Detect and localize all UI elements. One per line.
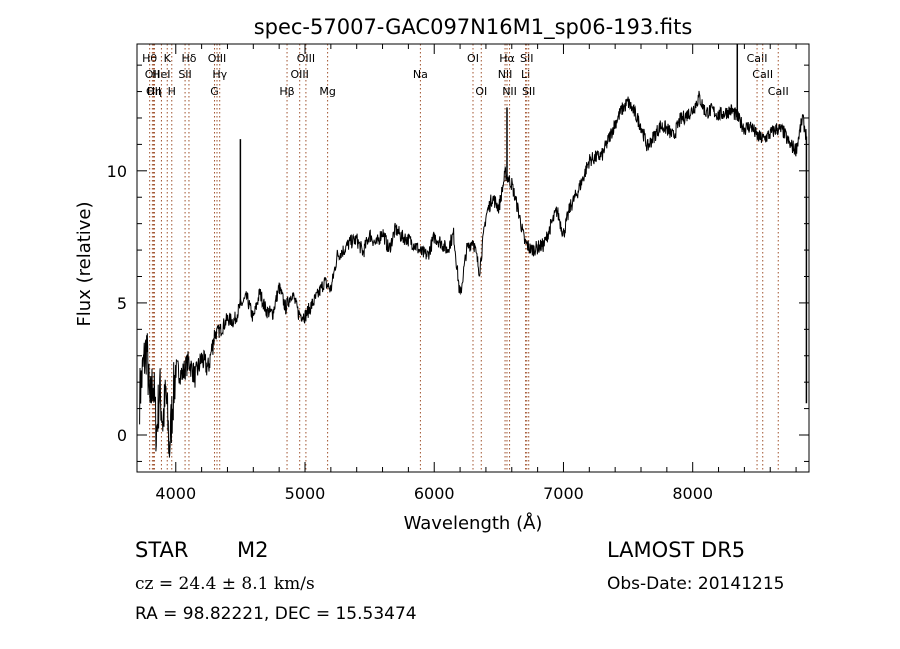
line-label: Na (413, 68, 428, 81)
line-label: Hη (147, 85, 162, 98)
ra-dec-readout: RA = 98.82221, DEC = 15.53474 (135, 604, 417, 624)
line-label: CaII (747, 52, 768, 65)
line-label: Mg (319, 85, 335, 98)
x-axis-label: Wavelength (Å) (404, 512, 543, 534)
velocity-readout: cz = 24.4 ± 8.1 km/s (135, 574, 315, 594)
line-label: CaII (752, 68, 773, 81)
line-label: OIII (297, 52, 315, 65)
y-tick-label: 10 (107, 162, 127, 181)
line-label: Hα (499, 52, 515, 65)
line-label: G (210, 85, 219, 98)
line-label: OII (145, 68, 160, 81)
line-label: SII (522, 85, 535, 98)
line-label: Hδ (181, 52, 196, 65)
line-label: K (164, 52, 172, 65)
line-label: Hγ (212, 68, 227, 81)
chart-title: spec-57007-GAC097N16M1_sp06-193.fits (254, 15, 693, 40)
obs-date: Obs-Date: 20141215 (607, 574, 785, 594)
y-tick-label: 5 (117, 294, 127, 313)
object-class: STAR (135, 538, 189, 562)
x-tick-label: 8000 (672, 484, 713, 503)
line-label: OIII (291, 68, 309, 81)
line-label: NII (498, 68, 513, 81)
line-label: OII (146, 85, 161, 98)
line-label: NII (502, 85, 517, 98)
line-label: CaII (768, 85, 789, 98)
plot-frame (136, 43, 810, 473)
line-label: OIII (208, 52, 226, 65)
line-label: Hβ (279, 85, 294, 98)
y-axis-label: Flux (relative) (74, 201, 95, 326)
line-label: Hθ (142, 52, 157, 65)
line-label: SII (178, 68, 191, 81)
object-subclass: M2 (237, 538, 269, 562)
spectrum-series (139, 44, 808, 458)
y-tick-label: 0 (117, 426, 127, 445)
x-tick-label: 5000 (285, 484, 326, 503)
line-label: Li (521, 68, 530, 81)
x-tick-label: 6000 (414, 484, 455, 503)
line-label: OI (475, 85, 487, 98)
line-label: H (168, 85, 176, 98)
line-label: OI (467, 52, 479, 65)
line-label: HeI (152, 68, 170, 81)
x-tick-label: 4000 (155, 484, 196, 503)
x-tick-label: 7000 (543, 484, 584, 503)
spectrum-line (139, 90, 807, 458)
survey-name: LAMOST DR5 (607, 538, 746, 562)
axes: 4000 5000 6000 7000 8000 0 5 10 (107, 43, 810, 503)
line-label: SII (520, 52, 533, 65)
